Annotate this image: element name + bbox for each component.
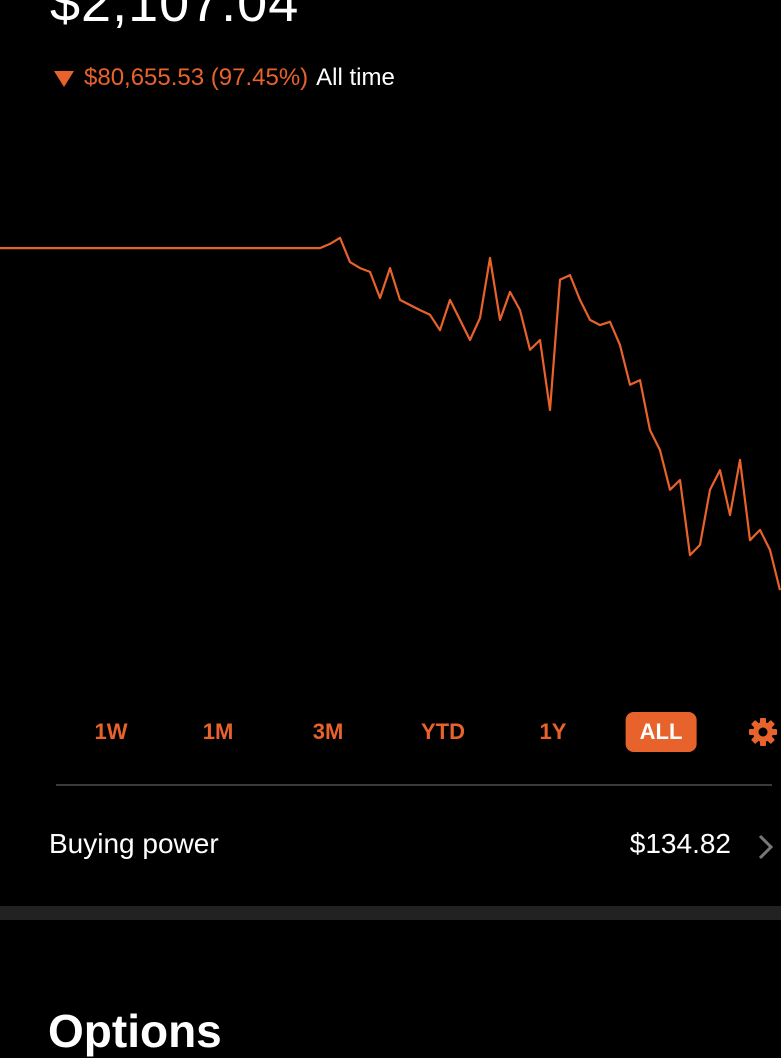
section-title: Options xyxy=(48,1005,222,1057)
change-row: $80,655.53 (97.45%) All time xyxy=(52,64,395,92)
range-tab[interactable]: 1M xyxy=(202,719,234,744)
range-tab[interactable]: YTD xyxy=(421,719,465,744)
range-tabs: 1W 1M 3M YTD 1Y ALL xyxy=(0,712,781,752)
buying-power-label[interactable]: Buying power xyxy=(49,828,219,859)
range-tab[interactable]: 1Y xyxy=(539,719,567,744)
balance: $2,107.04 xyxy=(50,0,300,33)
range-tab[interactable]: 3M xyxy=(312,719,344,744)
down-arrow xyxy=(54,71,74,87)
range-tab[interactable]: 1W xyxy=(94,719,128,744)
change: $80,655.53 (97.45%) xyxy=(84,64,309,91)
settings-icon[interactable] xyxy=(748,717,778,747)
price-line xyxy=(0,236,781,591)
buying-power-value[interactable]: $134.82 xyxy=(629,828,731,859)
chevron[interactable] xyxy=(756,834,776,860)
chart xyxy=(0,236,781,591)
section-separator xyxy=(0,906,781,920)
range-tab[interactable]: ALL xyxy=(625,712,697,752)
period: All time xyxy=(316,64,395,91)
divider xyxy=(56,784,772,786)
